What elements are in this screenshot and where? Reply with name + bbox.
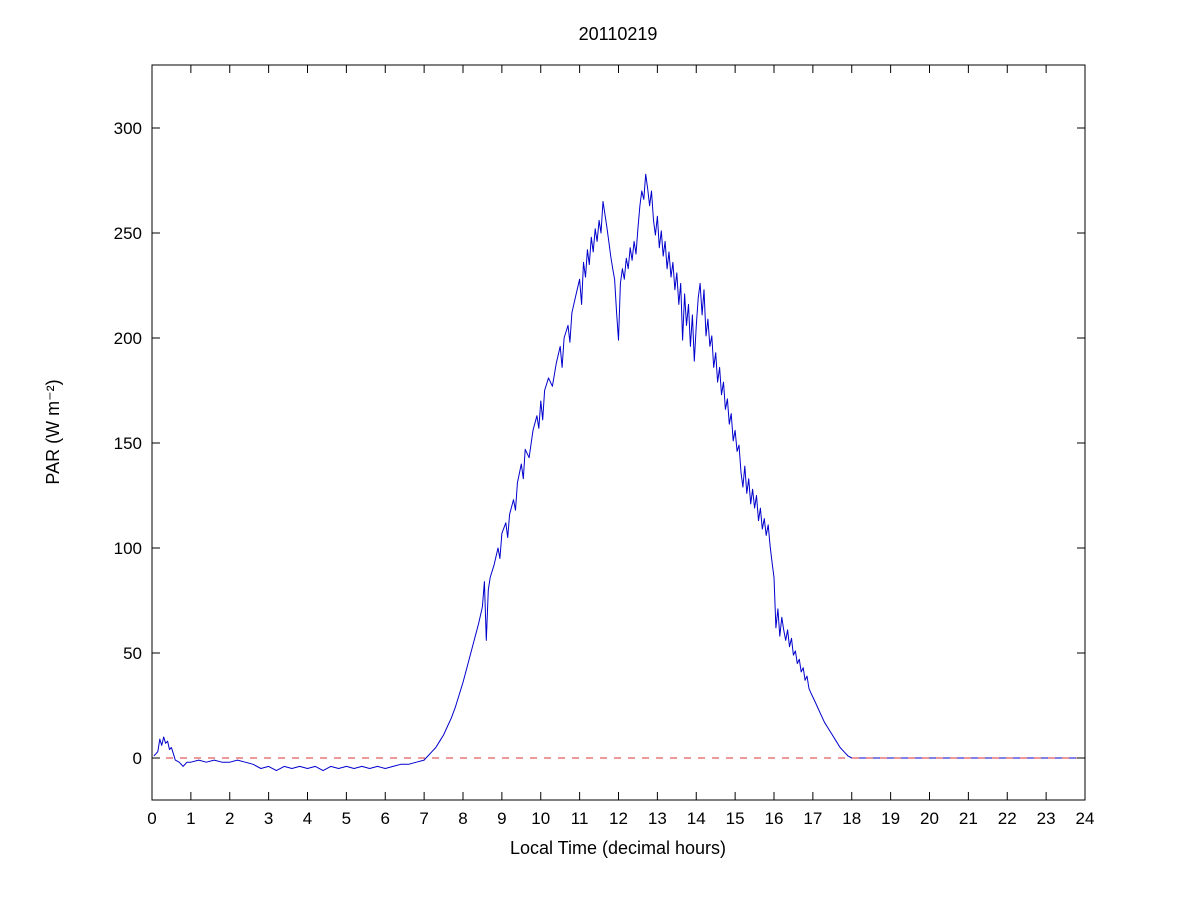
y-tick-label: 300 xyxy=(114,119,142,138)
x-tick-label: 1 xyxy=(186,809,195,828)
x-tick-label: 11 xyxy=(571,809,589,828)
y-tick-label: 200 xyxy=(114,329,142,348)
x-tick-label: 13 xyxy=(648,809,667,828)
y-tick-label: 150 xyxy=(114,434,142,453)
y-tick-label: 100 xyxy=(114,539,142,558)
x-tick-label: 24 xyxy=(1076,809,1095,828)
x-tick-label: 14 xyxy=(687,809,706,828)
y-tick-label: 250 xyxy=(114,224,142,243)
y-tick-label: 50 xyxy=(123,644,142,663)
x-tick-label: 7 xyxy=(419,809,428,828)
x-tick-label: 19 xyxy=(881,809,900,828)
x-tick-label: 0 xyxy=(147,809,156,828)
x-tick-label: 9 xyxy=(497,809,506,828)
x-tick-label: 18 xyxy=(842,809,861,828)
plot-box xyxy=(151,64,1086,801)
x-tick-label: 22 xyxy=(998,809,1017,828)
x-tick-label: 10 xyxy=(531,809,550,828)
y-tick-label: 0 xyxy=(133,749,142,768)
x-tick-label: 4 xyxy=(303,809,312,828)
series-par xyxy=(153,173,1085,772)
x-tick-label: 8 xyxy=(458,809,467,828)
x-tick-label: 5 xyxy=(342,809,351,828)
x-tick-label: 12 xyxy=(609,809,628,828)
x-axis-label: Local Time (decimal hours) xyxy=(509,838,727,858)
x-tick-label: 2 xyxy=(225,809,234,828)
x-tick-label: 21 xyxy=(959,809,978,828)
x-tick-label: 15 xyxy=(726,809,745,828)
x-tick-label: 6 xyxy=(381,809,390,828)
x-tick-label: 23 xyxy=(1037,809,1056,828)
x-tick-label: 3 xyxy=(264,809,273,828)
x-tick-label: 16 xyxy=(765,809,784,828)
chart-title: 20110219 xyxy=(578,24,658,44)
x-tick-label: 20 xyxy=(920,809,939,828)
x-tick-label: 17 xyxy=(803,809,822,828)
